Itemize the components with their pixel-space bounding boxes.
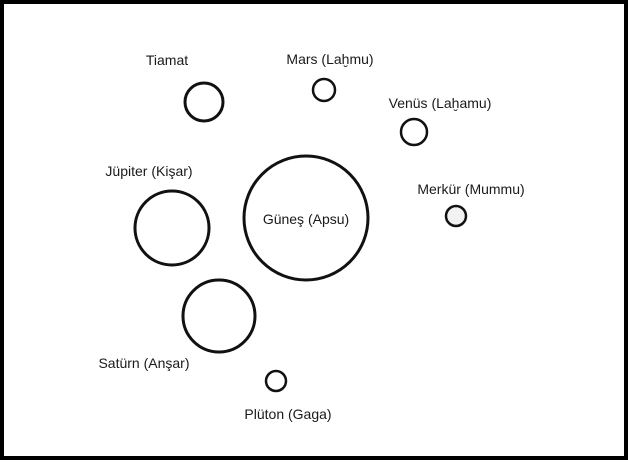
mars-label: Mars (Laḫmu)	[286, 51, 373, 67]
jupiter-label: Jüpiter (Kişar)	[105, 163, 192, 179]
tiamat-label: Tiamat	[146, 52, 188, 68]
sun-label: Güneş (Apsu)	[263, 211, 349, 227]
celestial-diagram: Güneş (Apsu) Tiamat Mars (Laḫmu) Venüs (…	[98, 51, 524, 422]
mercury-label: Merkür (Mummu)	[417, 181, 524, 197]
venus-label: Venüs (Laḫamu)	[389, 95, 492, 111]
mars-circle	[311, 77, 337, 103]
sun-circle	[242, 154, 370, 282]
saturn-label: Satürn (Anşar)	[98, 355, 189, 371]
pluto-label: Plüton (Gaga)	[244, 406, 331, 422]
venus-circle	[399, 117, 429, 147]
mercury-circle	[444, 204, 468, 228]
pluto-circle	[264, 369, 288, 393]
saturn-circle	[181, 278, 257, 354]
jupiter-circle	[133, 189, 211, 267]
tiamat-circle	[183, 81, 225, 123]
